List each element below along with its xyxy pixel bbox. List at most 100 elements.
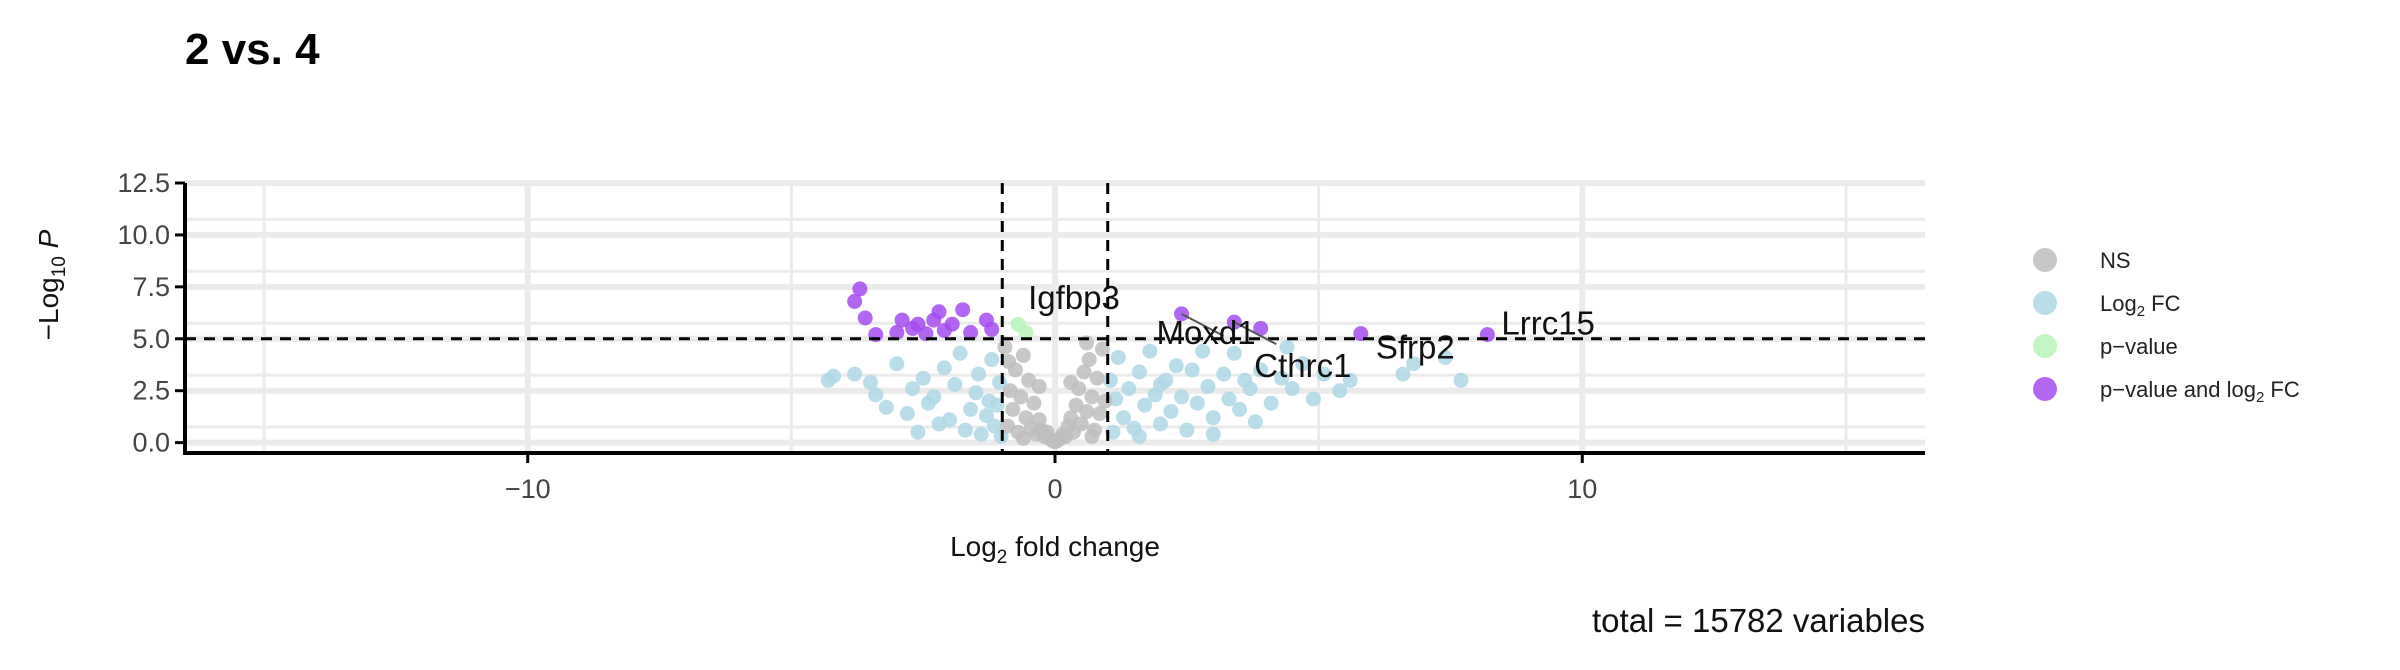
- point-fc: [942, 412, 958, 428]
- point-fc: [1263, 395, 1279, 411]
- point-fc: [1342, 372, 1358, 388]
- point-fc: [1168, 358, 1184, 374]
- point-fc: [1205, 410, 1221, 426]
- point-fc: [889, 356, 905, 372]
- y-tick-label: 5.0: [132, 324, 170, 354]
- chart-title: 2 vs. 4: [185, 25, 320, 74]
- point-fc: [971, 366, 987, 382]
- y-tick-label: 12.5: [117, 168, 170, 198]
- legend-marker-p: [2033, 334, 2057, 358]
- point-fc: [1295, 356, 1311, 372]
- gene-label-cthrc1: Cthrc1: [1254, 347, 1351, 384]
- point-fc: [1200, 379, 1216, 395]
- point-both: [984, 321, 1000, 337]
- point-fc: [1226, 345, 1242, 361]
- point-fc: [1253, 362, 1269, 378]
- point-both: [1253, 320, 1269, 336]
- y-tick-label: 0.0: [132, 428, 170, 458]
- point-ns: [1063, 374, 1079, 390]
- point-ns: [1015, 347, 1031, 363]
- point-fc: [1406, 356, 1422, 372]
- point-ns: [997, 339, 1013, 355]
- label-connector: [1233, 321, 1277, 346]
- point-both: [926, 312, 942, 328]
- point-fc: [963, 401, 979, 417]
- legend-label-p: p−value: [2100, 334, 2178, 359]
- legend-label-ns: NS: [2100, 248, 2131, 273]
- legend-label-fc: Log2 FC: [2100, 291, 2181, 320]
- point-ns: [1076, 364, 1092, 380]
- axes: 0.0 2.5 5.0 7.5 10.0 12.5 −10 0 10: [117, 168, 1925, 504]
- point-ns: [1001, 354, 1017, 370]
- y-tick-label: 2.5: [132, 376, 170, 406]
- point-fc: [1189, 395, 1205, 411]
- point-fc: [868, 387, 884, 403]
- legend: NS Log2 FC p−value p−value and log2 FC: [2033, 248, 2300, 406]
- point-fc: [973, 426, 989, 442]
- point-ns: [1084, 389, 1100, 405]
- y-tick-label: 10.0: [117, 220, 170, 250]
- point-fc: [1131, 364, 1147, 380]
- legend-marker-both: [2033, 377, 2057, 401]
- point-fc: [1105, 424, 1121, 440]
- point-ns: [1089, 370, 1105, 386]
- gene-label-moxd1: Moxd1: [1157, 314, 1256, 351]
- point-fc: [1332, 383, 1348, 399]
- point-ns: [1094, 341, 1110, 357]
- point-ns: [1073, 416, 1089, 432]
- point-fc: [1179, 422, 1195, 438]
- point-fc: [1221, 391, 1237, 407]
- point-fc: [1247, 414, 1263, 430]
- point-fc: [1121, 381, 1137, 397]
- point-fc: [957, 422, 973, 438]
- point-fc: [1195, 343, 1211, 359]
- gene-label-igfbp3: Igfbp3: [1028, 279, 1120, 316]
- point-both: [894, 312, 910, 328]
- point-fc: [1142, 343, 1158, 359]
- point-fc: [1232, 401, 1248, 417]
- point-both: [944, 316, 960, 332]
- point-ns: [1079, 403, 1095, 419]
- point-fc: [1437, 349, 1453, 365]
- legend-marker-ns: [2033, 248, 2057, 272]
- point-fc: [1305, 391, 1321, 407]
- point-both: [955, 302, 971, 318]
- point-both: [852, 281, 868, 297]
- point-ns: [1026, 395, 1042, 411]
- point-fc: [820, 372, 836, 388]
- point-fc: [1453, 372, 1469, 388]
- point-ns: [1031, 379, 1047, 395]
- point-fc: [1102, 372, 1118, 388]
- label-connector: [1181, 312, 1225, 337]
- caption: total = 15782 variables: [1592, 602, 1925, 639]
- point-fc: [862, 374, 878, 390]
- point-fc: [1274, 370, 1290, 386]
- legend-label-both: p−value and log2 FC: [2100, 377, 2300, 406]
- point-fc: [1131, 428, 1147, 444]
- point-ns: [1005, 401, 1021, 417]
- point-fc: [1174, 389, 1190, 405]
- data-points: [820, 281, 1495, 450]
- grid-lines: [185, 180, 1925, 453]
- point-fc: [1284, 381, 1300, 397]
- point-fc: [1152, 376, 1168, 392]
- point-fc: [978, 408, 994, 424]
- point-p: [1018, 325, 1034, 341]
- point-fc: [984, 352, 1000, 368]
- x-tick-label: −10: [505, 474, 551, 504]
- point-both: [963, 325, 979, 341]
- point-fc: [952, 345, 968, 361]
- point-both: [889, 325, 905, 341]
- point-fc: [1184, 362, 1200, 378]
- point-fc: [878, 399, 894, 415]
- point-fc: [899, 406, 915, 422]
- point-ns: [1015, 430, 1031, 446]
- point-fc: [926, 389, 942, 405]
- point-both: [847, 293, 863, 309]
- point-both: [857, 310, 873, 326]
- point-fc: [1242, 381, 1258, 397]
- threshold-lines: [185, 183, 1925, 453]
- point-fc: [1110, 349, 1126, 365]
